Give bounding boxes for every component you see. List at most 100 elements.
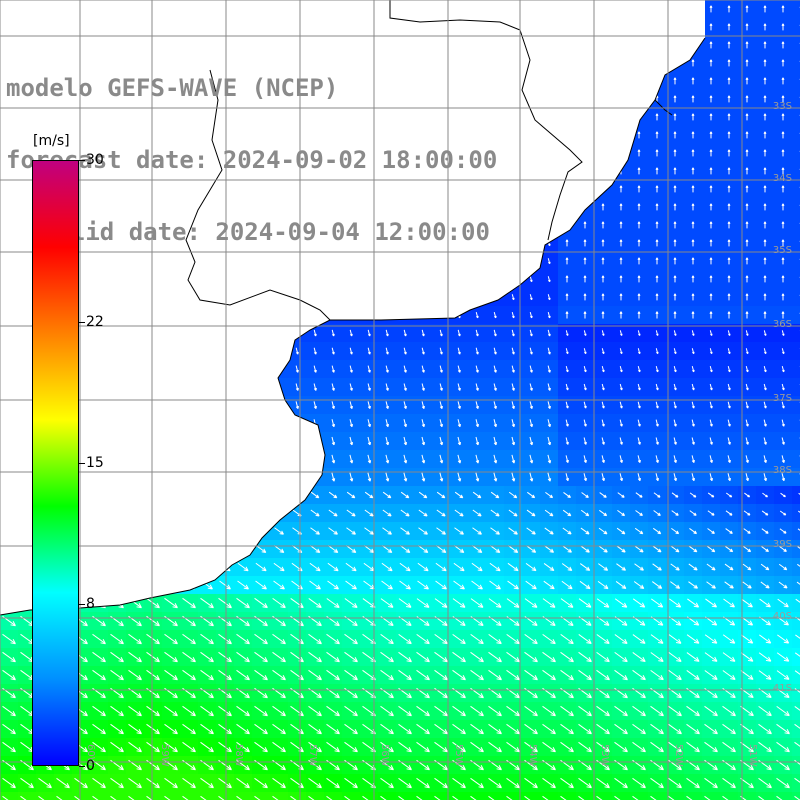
wind-arrow	[745, 23, 749, 31]
speed-cell	[792, 666, 800, 685]
longitude-label: 55W	[453, 744, 464, 767]
wind-arrow	[727, 59, 731, 67]
wind-arrow	[745, 59, 749, 67]
latitude-label: 37S	[773, 393, 792, 404]
speed-cell	[126, 792, 145, 800]
speed-cell	[792, 792, 800, 800]
wind-arrow	[691, 95, 695, 103]
speed-cell	[792, 468, 800, 487]
speed-cell	[792, 450, 800, 469]
wind-arrow	[727, 95, 731, 103]
wind-arrow	[655, 113, 659, 121]
latitude-label: 38S	[773, 465, 792, 476]
speed-cell	[792, 630, 800, 649]
speed-cell	[306, 792, 325, 800]
wind-arrow	[781, 5, 785, 13]
colorbar-tick-label: 30	[86, 152, 104, 168]
speed-cell	[144, 792, 163, 800]
wind-arrow	[727, 131, 731, 139]
speed-cell	[792, 108, 800, 127]
speed-cell	[252, 792, 271, 800]
speed-cell	[450, 792, 469, 800]
speed-cell	[792, 288, 800, 307]
wind-arrow	[781, 77, 785, 85]
longitude-label: 58W	[233, 744, 244, 767]
wind-arrow	[727, 23, 731, 31]
valid-date: valid date: 2024-09-04 12:00:00	[42, 218, 490, 246]
wind-arrow	[709, 113, 713, 121]
longitude-label: 52W	[673, 744, 684, 767]
wind-arrow	[781, 23, 785, 31]
speed-cell	[504, 792, 523, 800]
speed-cell	[792, 360, 800, 379]
latitude-label: 41S	[773, 683, 792, 694]
speed-cell	[792, 0, 800, 19]
wind-arrow	[763, 77, 767, 85]
wind-arrow	[763, 95, 767, 103]
speed-cell	[792, 648, 800, 667]
speed-cell	[792, 18, 800, 37]
wind-arrow	[709, 59, 713, 67]
speed-cell	[612, 792, 631, 800]
speed-cell	[702, 792, 721, 800]
speed-cell	[792, 414, 800, 433]
speed-cell	[792, 234, 800, 253]
speed-cell	[54, 792, 73, 800]
longitude-label: 57W	[307, 744, 318, 767]
wind-arrow	[691, 77, 695, 85]
speed-cell	[576, 792, 595, 800]
wind-arrow	[691, 131, 695, 139]
speed-cell	[792, 684, 800, 703]
speed-cell	[648, 792, 667, 800]
wind-arrow	[727, 41, 731, 49]
speed-cell	[792, 342, 800, 361]
wind-arrow	[745, 131, 749, 139]
speed-cell	[720, 792, 739, 800]
speed-cell	[792, 504, 800, 523]
colorbar-unit: [m/s]	[33, 133, 70, 149]
speed-cell	[792, 540, 800, 559]
speed-cell	[342, 792, 361, 800]
speed-cell	[792, 306, 800, 325]
speed-cell	[792, 432, 800, 451]
speed-cell	[486, 792, 505, 800]
wind-arrow	[709, 95, 713, 103]
wind-arrow	[781, 113, 785, 121]
wind-arrow	[637, 131, 641, 139]
speed-cell	[792, 558, 800, 577]
speed-cell	[162, 792, 181, 800]
wind-arrow	[745, 5, 749, 13]
colorbar-tick-mark	[79, 160, 85, 161]
speed-cell	[792, 180, 800, 199]
colorbar	[32, 160, 79, 766]
speed-cell	[198, 792, 217, 800]
wind-arrow	[709, 41, 713, 49]
wind-arrow	[727, 77, 731, 85]
wind-arrow	[673, 77, 677, 85]
speed-cell	[558, 792, 577, 800]
speed-cell	[180, 792, 199, 800]
speed-cell	[792, 756, 800, 775]
speed-cell	[378, 792, 397, 800]
latitude-label: 39S	[773, 539, 792, 550]
speed-cell	[18, 792, 37, 800]
latitude-label: 34S	[773, 173, 792, 184]
speed-cell	[792, 36, 800, 55]
speed-cell	[792, 396, 800, 415]
model-title: modelo GEFS-WAVE (NCEP)	[6, 74, 339, 102]
wind-arrow	[727, 5, 731, 13]
colorbar-tick-label: 8	[86, 596, 95, 613]
speed-cell	[792, 720, 800, 739]
wind-arrow	[745, 41, 749, 49]
colorbar-tick-mark	[79, 766, 85, 767]
wind-arrow	[763, 23, 767, 31]
latitude-label: 40S	[773, 611, 792, 622]
speed-cell	[684, 792, 703, 800]
speed-cell	[792, 576, 800, 595]
latitude-label: 36S	[773, 319, 792, 330]
speed-cell	[792, 198, 800, 217]
speed-cell	[630, 792, 649, 800]
wind-arrow	[745, 77, 749, 85]
speed-cell	[792, 738, 800, 757]
wind-arrow	[709, 5, 713, 13]
